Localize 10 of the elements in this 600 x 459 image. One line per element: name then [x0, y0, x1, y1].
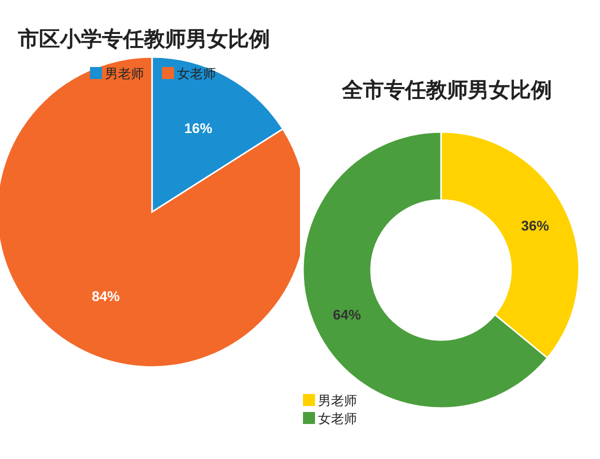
data-label: 36%	[521, 218, 550, 234]
data-label: 84%	[92, 288, 120, 304]
chart-title: 全市专任教师男女比例	[341, 78, 552, 102]
chart-title: 市区小学专任教师男女比例	[17, 27, 270, 51]
legend-label: 男老师	[318, 393, 357, 408]
data-label: 16%	[184, 120, 213, 136]
legend-label: 女老师	[318, 411, 357, 426]
data-label: 64%	[332, 306, 362, 322]
legend-label: 男老师	[105, 66, 144, 81]
legend-label: 女老师	[177, 66, 216, 81]
